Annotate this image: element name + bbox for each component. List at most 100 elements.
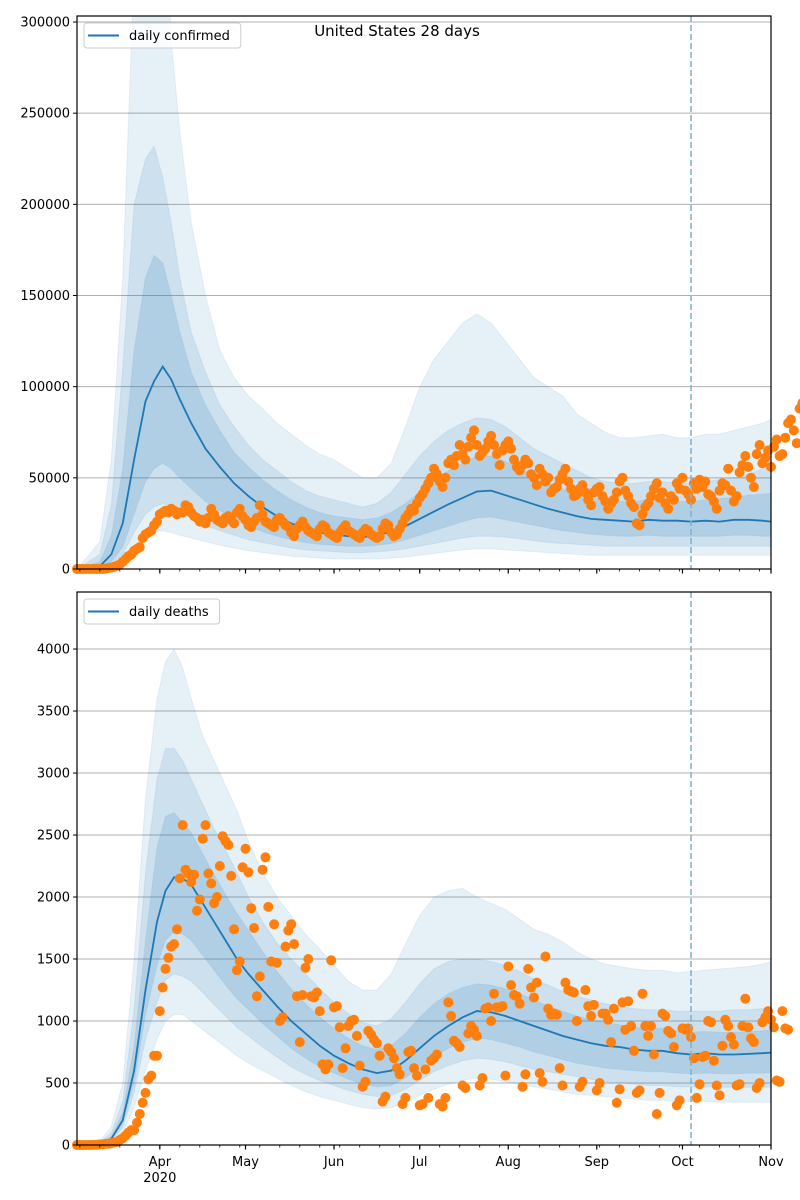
median-line	[77, 364, 771, 569]
observed-point	[714, 1090, 725, 1101]
observed-point	[454, 1042, 465, 1052]
observed-point	[371, 1038, 382, 1049]
observed-point	[523, 458, 534, 469]
observed-point	[406, 1045, 417, 1056]
observed-point	[380, 1091, 391, 1102]
observed-point	[146, 1070, 157, 1081]
observed-point	[660, 1011, 671, 1021]
observed-point	[611, 487, 622, 498]
observed-point	[700, 476, 711, 487]
observed-point	[497, 1001, 508, 1012]
observed-point	[440, 472, 451, 483]
observed-point	[154, 1006, 165, 1017]
observed-point	[531, 977, 542, 988]
observed-point	[340, 1043, 351, 1054]
deaths-grid	[77, 648, 771, 1084]
observed-point	[469, 425, 479, 436]
observed-point	[529, 992, 539, 1003]
observed-point	[163, 952, 174, 963]
observed-point	[134, 542, 145, 553]
observed-point	[780, 432, 791, 443]
observed-point	[331, 1001, 342, 1012]
observed-point	[746, 472, 756, 483]
observed-point	[249, 923, 260, 933]
y-tick-label: 150000	[20, 289, 70, 304]
observed-point	[174, 873, 185, 884]
confirmed-y-axis: 0 50000 100000 150000 200000 250000 300000	[20, 16, 77, 578]
observed-point	[531, 480, 542, 491]
observed-point	[674, 1095, 685, 1106]
observed-point	[668, 1042, 679, 1052]
observed-point	[192, 905, 202, 916]
observed-point	[651, 1109, 662, 1119]
observed-point	[140, 1087, 151, 1098]
observed-point	[634, 520, 645, 531]
observed-point	[751, 449, 762, 460]
observed-point	[617, 472, 628, 483]
observed-point	[440, 1092, 451, 1103]
y-tick-label: 2500	[37, 829, 70, 844]
observed-point	[454, 440, 465, 450]
observed-point	[200, 820, 211, 831]
observed-point	[152, 1050, 162, 1061]
observed-point	[280, 941, 291, 952]
observed-point	[534, 1068, 545, 1079]
x-tick-label: Nov	[758, 1155, 784, 1170]
observed-point	[666, 1028, 676, 1039]
observed-point	[246, 903, 257, 914]
observed-point	[608, 1003, 619, 1014]
observed-point	[731, 491, 742, 502]
observed-point	[748, 482, 759, 492]
observed-point	[326, 955, 337, 966]
deaths-y-axis: 0 500 1000 1500 2000 2500 3000 3500 4000	[37, 643, 77, 1154]
observed-point	[294, 1037, 305, 1048]
observed-point	[551, 1009, 562, 1020]
y-tick-label: 1500	[37, 953, 70, 968]
observed-point	[471, 440, 482, 450]
observed-point	[523, 963, 534, 974]
y-tick-label: 1000	[37, 1015, 70, 1030]
observed-point	[486, 430, 497, 441]
observed-point	[637, 988, 648, 999]
observed-point	[400, 1092, 411, 1103]
band-outer	[77, 16, 771, 569]
observed-point	[437, 1101, 448, 1112]
observed-point	[643, 1030, 654, 1041]
observed-point	[314, 1006, 325, 1017]
legend-box	[83, 22, 242, 49]
observed-point	[286, 919, 297, 930]
confirmed-axes-frame	[76, 15, 772, 570]
observed-point	[506, 443, 517, 454]
observed-point	[628, 1045, 639, 1056]
observed-point	[517, 1081, 528, 1092]
observed-point	[471, 1030, 482, 1041]
observed-point	[243, 867, 254, 878]
observed-point	[172, 924, 182, 935]
observed-point	[577, 1076, 588, 1087]
observed-point	[229, 518, 240, 529]
deaths-panel: 0 500 1000 1500 2000 2500 3000 3500 4000 Apr2020…	[37, 591, 794, 1186]
observed-point	[797, 398, 800, 408]
observed-point	[460, 1083, 471, 1093]
y-tick-label: 50000	[29, 471, 70, 486]
observed-point	[657, 487, 668, 498]
observed-point	[303, 954, 314, 964]
observed-point	[420, 1064, 431, 1075]
observed-point	[297, 990, 308, 1000]
observed-point	[700, 1050, 711, 1061]
x-tick-label: Apr	[149, 1155, 172, 1170]
y-tick-label: 300000	[20, 16, 70, 31]
chart-title: United States 28 days	[314, 22, 480, 40]
observed-point	[557, 1080, 568, 1091]
observed-point	[646, 1021, 656, 1031]
observed-point	[686, 494, 696, 505]
legend-label: daily deaths	[129, 605, 209, 620]
observed-point	[177, 820, 188, 831]
observed-point	[206, 878, 217, 889]
y-tick-label: 100000	[20, 380, 70, 395]
legend-label: daily confirmed	[129, 29, 230, 44]
observed-point	[634, 1085, 645, 1096]
observed-point	[514, 998, 525, 1009]
